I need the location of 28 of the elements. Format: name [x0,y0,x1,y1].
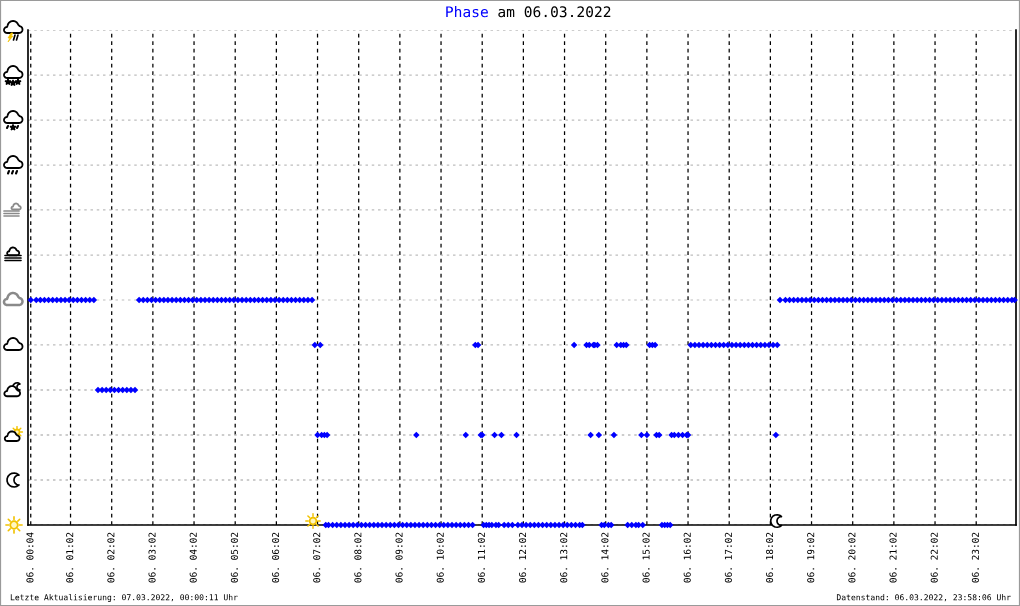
x-tick-label: 06. 23:02 [971,532,979,583]
x-tick-label: 06. 18:02 [765,532,774,583]
x-tick-label: 06. 20:02 [848,532,856,583]
chart-title: am 06.03.2022 [498,6,611,18]
x-tick-label: 06. 09:02 [395,532,403,583]
x-tick-label: 06. 22:02 [930,532,938,583]
x-tick-label: 06. 10:02 [436,532,444,583]
x-tick-label: 06. 19:02 [807,532,815,583]
x-tick-label: 06. 21:02 [889,532,897,583]
x-tick-label: 06. 01:02 [66,532,74,583]
x-tick-label: 06. 15:02 [642,532,650,583]
x-tick-label: 06. 00:04 [26,532,34,583]
x-tick-label: 06. 12:02 [518,532,527,583]
x-tick-label: 06. 17:02 [724,532,732,583]
x-tick-label: 06. 02:02 [107,532,115,583]
x-tick-label: 06. 14:02 [601,532,609,583]
x-tick-label: 06. 11:02 [477,532,485,583]
x-tick-label: 06. 03:02 [148,532,156,583]
text: Letzte Aktualisierung: 07.03.2022, 00:00:11 Uhr [10,594,238,602]
x-tick-label: 06. 13:02 [560,532,568,583]
x-tick-label: 06. 05:02 [230,532,238,583]
text: Datenstand: 06.03.2022, 23:58:06 Uhr [836,594,1011,602]
x-tick-label: 06. 08:02 [354,532,362,583]
x-tick-label: 06. 07:02 [313,532,321,583]
text: Phase [446,5,488,18]
x-tick-label: 06. 06:02 [271,532,280,583]
x-tick-label: 06. 16:02 [683,532,691,583]
x-tick-label: 06. 04:02 [189,532,197,583]
